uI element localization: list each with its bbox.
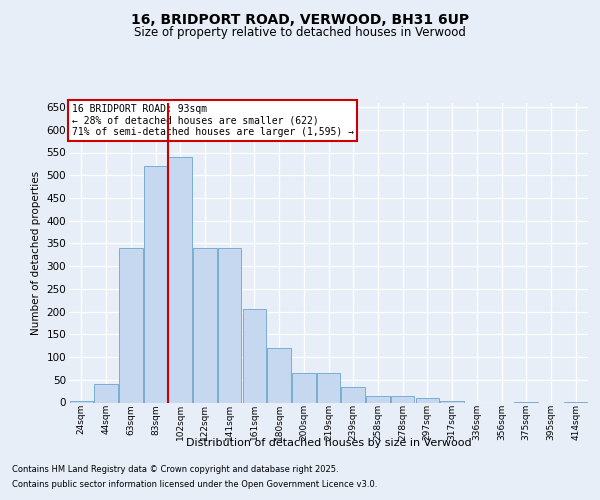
Bar — [94, 384, 118, 402]
Bar — [391, 396, 415, 402]
Y-axis label: Number of detached properties: Number of detached properties — [31, 170, 41, 334]
Text: Contains HM Land Registry data © Crown copyright and database right 2025.: Contains HM Land Registry data © Crown c… — [12, 465, 338, 474]
Bar — [416, 398, 439, 402]
Text: Size of property relative to detached houses in Verwood: Size of property relative to detached ho… — [134, 26, 466, 39]
Bar — [440, 401, 464, 402]
Text: 16, BRIDPORT ROAD, VERWOOD, BH31 6UP: 16, BRIDPORT ROAD, VERWOOD, BH31 6UP — [131, 12, 469, 26]
Bar — [119, 248, 143, 402]
Bar — [144, 166, 167, 402]
Bar — [193, 248, 217, 402]
Bar — [366, 396, 389, 402]
Bar — [70, 401, 93, 402]
Text: Distribution of detached houses by size in Verwood: Distribution of detached houses by size … — [186, 438, 472, 448]
Bar — [317, 373, 340, 402]
Text: 16 BRIDPORT ROAD: 93sqm
← 28% of detached houses are smaller (622)
71% of semi-d: 16 BRIDPORT ROAD: 93sqm ← 28% of detache… — [71, 104, 353, 137]
Bar — [169, 157, 192, 402]
Bar — [268, 348, 291, 403]
Bar — [292, 373, 316, 402]
Bar — [218, 248, 241, 402]
Bar — [341, 386, 365, 402]
Text: Contains public sector information licensed under the Open Government Licence v3: Contains public sector information licen… — [12, 480, 377, 489]
Bar — [242, 310, 266, 402]
